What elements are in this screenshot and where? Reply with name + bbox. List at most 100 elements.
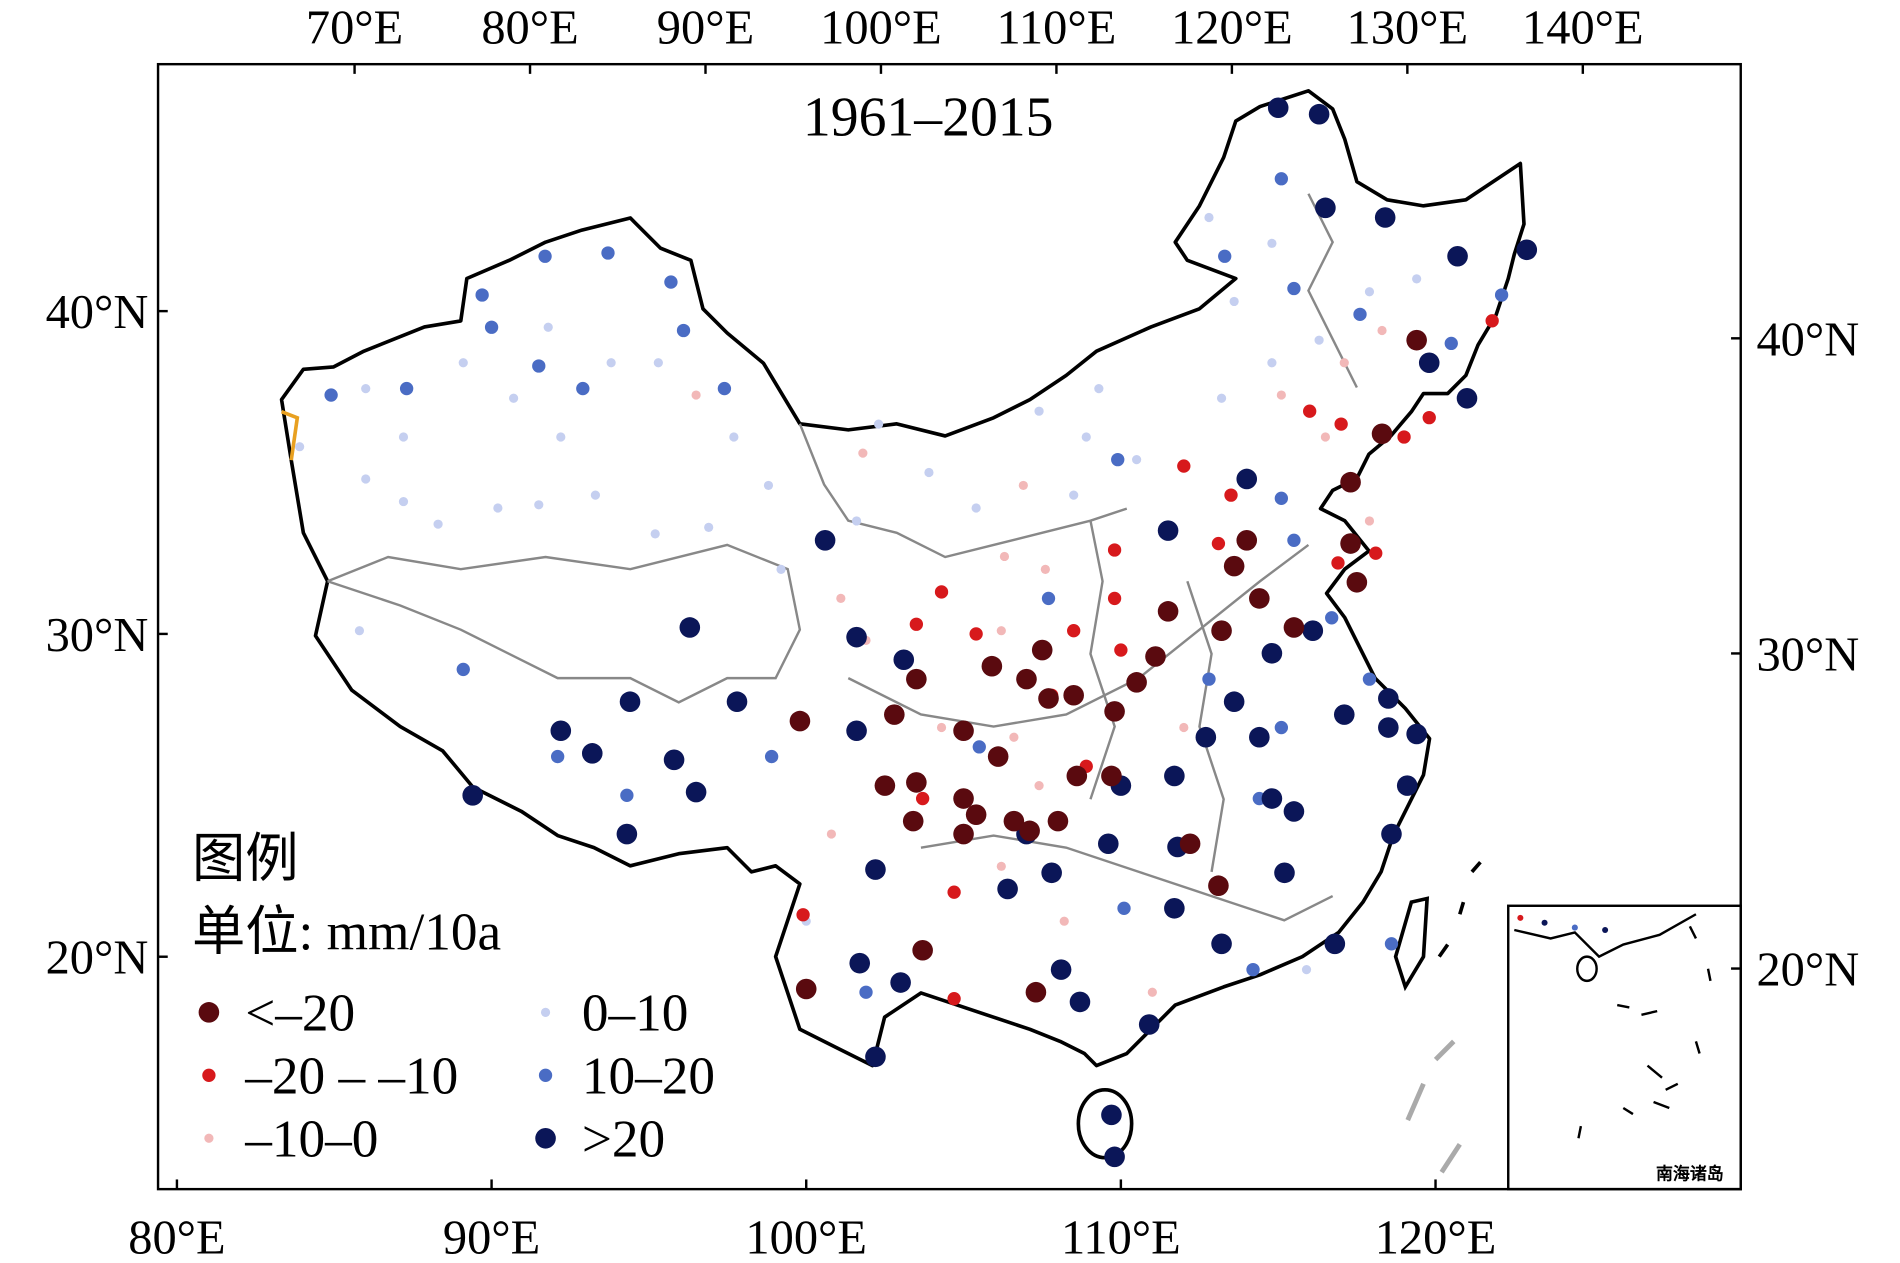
station: [1494, 288, 1509, 302]
station: [1138, 1014, 1160, 1035]
station: [691, 390, 701, 400]
station: [1340, 471, 1361, 493]
station: [462, 785, 483, 806]
station: [1208, 875, 1229, 896]
station: [1126, 672, 1147, 693]
station: [814, 530, 836, 551]
boundary: [1089, 520, 1116, 800]
x-tick-label: 90°E: [443, 1211, 540, 1263]
station: [865, 1046, 886, 1068]
province-boundaries: [327, 193, 1358, 922]
station: [1236, 530, 1258, 551]
station: [1145, 646, 1166, 667]
station: [849, 952, 871, 974]
station: [874, 775, 896, 796]
y-tick-label: 40°N: [46, 286, 149, 339]
station: [987, 746, 1009, 767]
station: [1059, 916, 1069, 926]
station: [1444, 336, 1458, 351]
legend-marker: [538, 1068, 553, 1082]
station: [1107, 543, 1122, 557]
station: [1019, 820, 1040, 842]
border-segment: [280, 410, 300, 461]
station: [764, 749, 779, 764]
station: [532, 359, 546, 373]
station: [981, 655, 1003, 677]
station: [1117, 901, 1131, 915]
station: [1164, 765, 1185, 787]
station: [664, 275, 678, 289]
maritime-boundary: [1437, 860, 1482, 958]
inset-islands: [1577, 925, 1712, 1139]
legend-marker: [535, 1127, 556, 1149]
station: [1287, 281, 1301, 296]
station: [1369, 546, 1383, 560]
boundary: [847, 543, 1310, 728]
station: [1041, 591, 1056, 606]
station: [846, 720, 867, 742]
station: [1283, 801, 1305, 822]
station: [1041, 862, 1062, 884]
station: [890, 972, 911, 993]
station: [965, 804, 987, 825]
station: [653, 358, 663, 368]
station: [509, 393, 519, 403]
x2-tick-label: 140°E: [1522, 2, 1644, 55]
station: [1274, 491, 1289, 506]
legend-marker: [198, 1002, 220, 1023]
station: [996, 626, 1006, 636]
station: [1374, 207, 1396, 228]
station: [1303, 404, 1317, 418]
station: [1069, 490, 1079, 500]
station: [1485, 314, 1499, 328]
x-tick-label: 80°E: [128, 1211, 225, 1263]
station: [953, 823, 974, 845]
station: [398, 496, 409, 507]
station: [999, 551, 1010, 562]
station: [1081, 432, 1091, 442]
station: [1179, 722, 1189, 733]
station: [1246, 962, 1260, 977]
x-tick-label: 120°E: [1375, 1211, 1497, 1263]
station: [789, 710, 811, 732]
station: [1147, 987, 1157, 997]
x-tick-label: 110°E: [1061, 1211, 1181, 1263]
x2-tick-label: 120°E: [1171, 2, 1293, 55]
station: [1177, 459, 1191, 473]
station: [1249, 588, 1270, 609]
station: [1016, 668, 1037, 690]
station: [1287, 533, 1301, 547]
station: [1381, 823, 1402, 845]
station: [865, 859, 886, 880]
station: [1267, 238, 1277, 248]
station: [1218, 249, 1232, 263]
station: [1195, 726, 1217, 748]
station: [1157, 601, 1179, 622]
station: [906, 668, 927, 690]
station: [1320, 432, 1331, 442]
station: [1031, 639, 1053, 661]
station: [1224, 488, 1238, 502]
station: [1050, 959, 1072, 980]
legend-marker: [204, 1133, 214, 1143]
station: [996, 861, 1006, 871]
inset-frame: [1507, 904, 1742, 1191]
station: [934, 585, 949, 599]
station: [1132, 455, 1142, 465]
station: [1040, 564, 1050, 574]
station: [1397, 430, 1411, 444]
station: [606, 358, 616, 368]
station: [915, 791, 930, 806]
station: [458, 358, 468, 368]
boundary: [798, 423, 1128, 559]
legend-label: >20: [582, 1109, 665, 1168]
station: [1418, 352, 1440, 374]
station: [1211, 620, 1232, 641]
station: [1447, 245, 1468, 267]
station: [650, 529, 660, 539]
station: [1179, 833, 1201, 855]
station: [1315, 197, 1336, 219]
station: [295, 442, 305, 452]
station: [1406, 329, 1427, 351]
